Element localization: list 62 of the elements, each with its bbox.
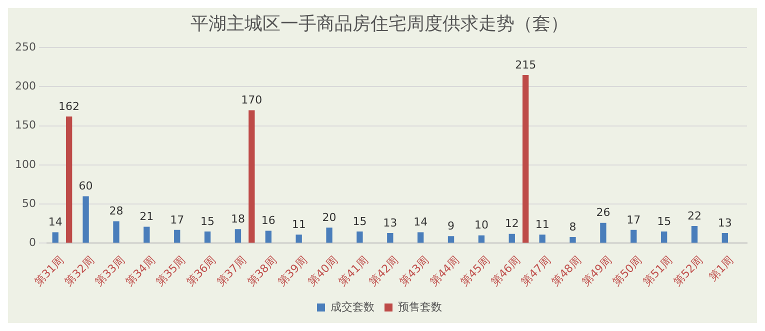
legend-label: 预售套数 <box>398 300 442 314</box>
y-tick-label: 100 <box>14 158 36 171</box>
data-label: 22 <box>688 209 702 222</box>
bar <box>600 222 606 243</box>
bar <box>539 234 546 243</box>
bar <box>326 228 332 243</box>
bar <box>82 196 89 243</box>
data-label: 21 <box>140 210 154 224</box>
data-label: 8 <box>569 220 576 234</box>
data-label: 10 <box>474 218 488 232</box>
bar <box>722 233 728 243</box>
bar <box>113 221 120 243</box>
legend-label: 成交套数 <box>330 300 374 314</box>
data-label: 17 <box>626 213 641 226</box>
y-tick-label: 250 <box>14 40 36 54</box>
y-tick-label: 50 <box>22 196 36 210</box>
data-label: 170 <box>241 94 262 107</box>
bar <box>144 226 150 243</box>
data-label: 13 <box>718 216 732 230</box>
y-tick-label: 150 <box>14 118 36 132</box>
bar <box>570 236 576 243</box>
chart-title: 平湖主城区一手商品房住宅周度供求走势（套） <box>190 13 568 34</box>
data-label: 162 <box>58 100 80 113</box>
data-label: 15 <box>200 214 215 228</box>
x-tick-label: 第1周 <box>706 254 736 284</box>
bar <box>448 236 454 243</box>
bar <box>508 234 515 243</box>
bar <box>174 230 180 243</box>
data-label: 16 <box>261 214 276 228</box>
data-label: 18 <box>230 212 245 226</box>
bar <box>66 116 72 243</box>
y-tick-label: 0 <box>28 236 36 250</box>
data-label: 13 <box>383 216 398 230</box>
bar <box>52 232 58 243</box>
data-label: 215 <box>515 58 536 72</box>
data-label: 15 <box>352 214 367 228</box>
bar <box>204 231 211 243</box>
bar <box>387 233 394 243</box>
bar <box>691 226 698 243</box>
data-label: 17 <box>170 213 184 226</box>
data-label: 14 <box>48 216 62 229</box>
bar <box>660 231 668 243</box>
bar <box>356 231 363 243</box>
data-label: 28 <box>109 204 124 218</box>
bar <box>478 235 485 243</box>
bar <box>265 230 272 243</box>
data-label: 26 <box>596 206 610 220</box>
bar <box>296 234 302 243</box>
bar <box>418 232 424 243</box>
data-label: 11 <box>292 218 306 231</box>
data-label: 12 <box>504 217 519 230</box>
bar <box>522 74 529 243</box>
data-label: 11 <box>535 218 550 231</box>
bar <box>248 110 255 243</box>
y-tick-label: 200 <box>14 80 36 93</box>
data-label: 15 <box>657 214 672 228</box>
bar <box>234 229 242 243</box>
data-label: 9 <box>448 220 455 233</box>
data-label: 14 <box>414 216 428 229</box>
bar <box>630 230 637 243</box>
data-label: 60 <box>78 180 93 193</box>
data-label: 20 <box>322 210 336 224</box>
